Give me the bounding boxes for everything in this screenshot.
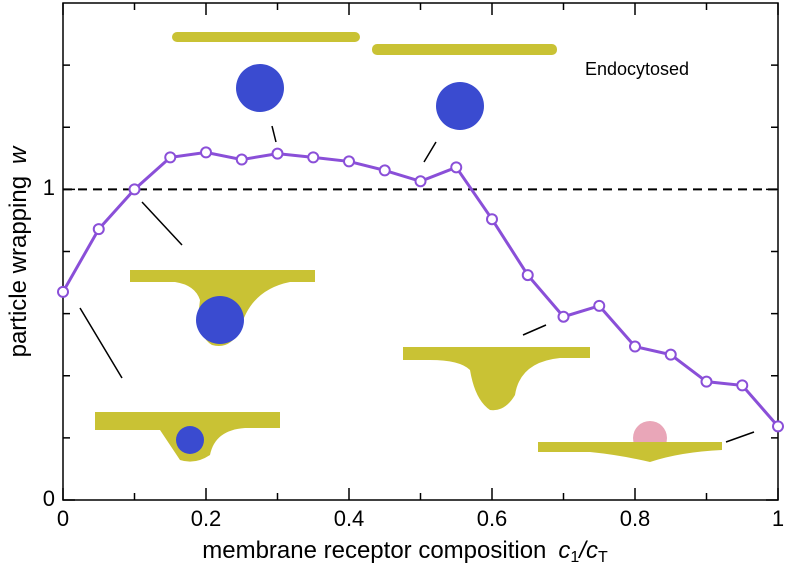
data-point: [378, 164, 391, 177]
membrane-snapshot: [372, 44, 557, 55]
data-point: [736, 379, 749, 392]
data-point: [128, 183, 141, 196]
data-point: [664, 348, 677, 361]
data-point: [414, 175, 427, 188]
data-point: [92, 223, 105, 236]
data-point: [57, 285, 69, 298]
annotation: Endocytosed: [585, 59, 689, 79]
x-tick-label: 0.4: [334, 506, 365, 531]
particle-snapshot: [436, 82, 484, 130]
y-axis-symbol: w: [5, 145, 32, 164]
x-axis-symbol: /c: [577, 537, 598, 564]
data-point: [164, 151, 177, 164]
data-point: [235, 153, 248, 166]
y-axis-label: particle wrapping w: [5, 145, 32, 357]
arrow: [79, 307, 123, 379]
data-point: [593, 299, 606, 312]
data-point: [557, 310, 570, 323]
particle-snapshot: [196, 296, 244, 344]
snapshots: [95, 32, 722, 462]
y-tick-label: 1: [43, 175, 55, 200]
data-point: [629, 340, 641, 353]
particle-snapshot: [176, 426, 204, 454]
y-axis-label-text: particle wrapping: [5, 176, 32, 357]
data-point: [700, 375, 713, 388]
data-point: [343, 155, 355, 168]
x-tick-label: 1: [772, 506, 784, 531]
membrane-snapshot: [538, 442, 722, 462]
data-line: [61, 150, 780, 428]
data-point: [486, 213, 498, 226]
x-tick-label: 0.6: [477, 506, 508, 531]
data-point: [200, 146, 212, 159]
arrow: [522, 324, 547, 336]
x-axis-symbol: c: [558, 537, 570, 564]
data-point: [307, 151, 320, 164]
data-point: [521, 269, 534, 282]
data-point: [450, 161, 463, 174]
x-axis-symbol: T: [598, 549, 608, 566]
membrane-snapshot: [403, 347, 590, 411]
x-axis-label-text: membrane receptor composition: [202, 537, 546, 564]
arrow: [141, 201, 183, 246]
x-axis-symbol: 1: [570, 549, 579, 566]
x-axis-label: membrane receptor composition c1/cT: [202, 537, 608, 566]
x-tick-label: 0: [57, 506, 69, 531]
particle-snapshot: [236, 64, 284, 112]
arrow: [271, 125, 277, 143]
arrows: [79, 125, 755, 443]
x-tick-label: 0.2: [191, 506, 222, 531]
arrow: [423, 141, 437, 163]
arrow: [725, 431, 755, 443]
data-point: [271, 147, 284, 160]
membrane-snapshot: [172, 32, 360, 42]
x-tick-label: 0.8: [620, 506, 651, 531]
y-tick-label: 0: [43, 486, 55, 511]
data-point: [772, 420, 784, 433]
